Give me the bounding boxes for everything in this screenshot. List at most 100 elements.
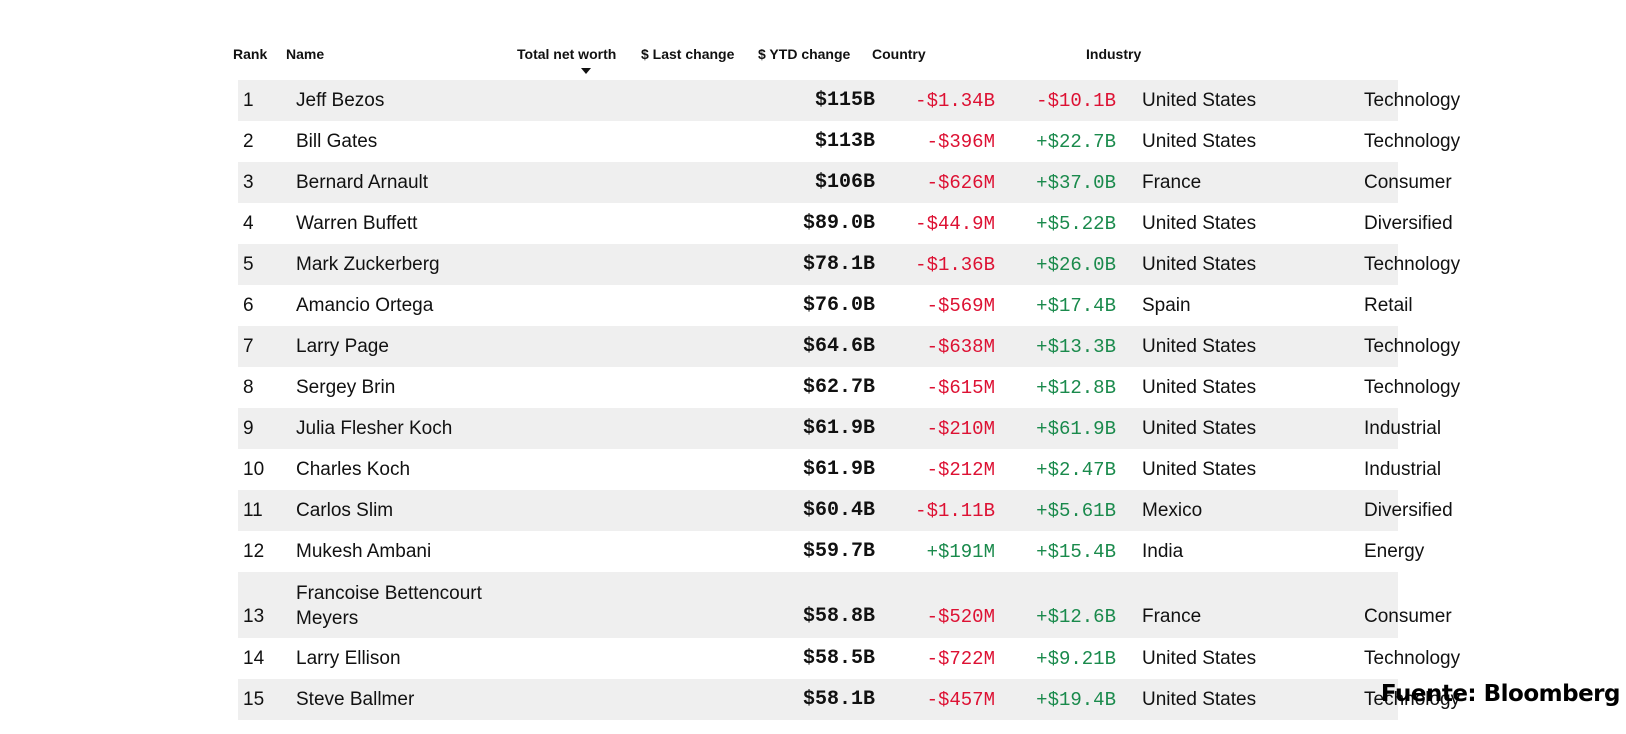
rank-cell: 12 xyxy=(243,540,265,562)
net-worth-cell: $78.1B xyxy=(802,253,875,276)
name-cell: Carlos Slim xyxy=(296,499,394,521)
country-cell: United States xyxy=(1142,458,1257,480)
rank-cell: 4 xyxy=(243,212,254,234)
table-row[interactable]: 5 Mark Zuckerberg $78.1B -$1.36B +$26.0B Unit… xyxy=(238,244,1460,285)
last-change-cell: -$1.34B xyxy=(915,89,995,112)
name-cell: Mark Zuckerberg xyxy=(296,253,440,275)
industry-cell: Industrial xyxy=(1364,417,1442,439)
country-cell: France xyxy=(1142,171,1202,193)
industry-cell: Consumer xyxy=(1364,171,1452,193)
net-worth-cell: $115B xyxy=(814,89,875,112)
country-cell: United States xyxy=(1142,89,1257,111)
rank-cell: 6 xyxy=(243,294,254,316)
rank-cell: 3 xyxy=(243,171,254,193)
ytd-change-cell: +$19.4B xyxy=(1036,688,1116,711)
country-cell: United States xyxy=(1142,647,1257,669)
country-cell: United States xyxy=(1142,253,1257,275)
industry-cell: Technology xyxy=(1364,376,1461,398)
last-change-cell: -$626M xyxy=(926,171,995,194)
industry-cell: Industrial xyxy=(1364,458,1442,480)
country-cell: United States xyxy=(1142,376,1257,398)
name-cell: Charles Koch xyxy=(296,458,411,480)
ytd-change-cell: +$12.8B xyxy=(1036,376,1116,399)
net-worth-cell: $58.8B xyxy=(802,605,875,628)
industry-cell: Consumer xyxy=(1364,606,1452,627)
net-worth-cell: $76.0B xyxy=(802,294,875,317)
name-cell: Larry Page xyxy=(296,335,389,357)
ytd-change-cell: +$26.0B xyxy=(1036,253,1116,276)
table-row[interactable]: 15 Steve Ballmer $58.1B -$457M +$19.4B United… xyxy=(238,679,1460,720)
rank-cell: 2 xyxy=(243,130,254,152)
header-industry[interactable]: Industry xyxy=(1086,46,1142,62)
last-change-cell: -$638M xyxy=(926,335,995,358)
name-cell: Mukesh Ambani xyxy=(296,540,432,562)
net-worth-cell: $60.4B xyxy=(802,499,875,522)
last-change-cell: -$615M xyxy=(926,376,995,399)
table-row[interactable]: 4 Warren Buffett $89.0B -$44.9M +$5.22B Unite… xyxy=(238,203,1453,244)
sort-descending-icon xyxy=(581,68,591,74)
net-worth-cell: $61.9B xyxy=(802,417,875,440)
ytd-change-cell: +$61.9B xyxy=(1036,417,1116,440)
table-row[interactable]: 10 Charles Koch $61.9B -$212M +$2.47B United … xyxy=(238,449,1441,490)
last-change-cell: -$722M xyxy=(926,647,995,670)
table-row[interactable]: 13 Francoise Bettencourt Meyers $58.8B -$52… xyxy=(238,572,1452,638)
header-net-worth[interactable]: Total net worth xyxy=(517,46,617,62)
table-row[interactable]: 8 Sergey Brin $62.7B -$615M +$12.8B United St… xyxy=(238,367,1460,408)
header-name[interactable]: Name xyxy=(286,46,325,62)
country-cell: United States xyxy=(1142,335,1257,357)
header-country[interactable]: Country xyxy=(872,46,926,62)
table-body: 1 Jeff Bezos $115B -$1.34B -$10.1B United Sta… xyxy=(238,80,1460,720)
ytd-change-cell: +$9.21B xyxy=(1036,647,1116,670)
source-credit: Fuente: Bloomberg xyxy=(1380,681,1621,707)
table-row[interactable]: 1 Jeff Bezos $115B -$1.34B -$10.1B United Sta… xyxy=(238,80,1460,121)
table-row[interactable]: 14 Larry Ellison $58.5B -$722M +$9.21B United… xyxy=(238,638,1460,679)
country-cell: United States xyxy=(1142,130,1257,152)
rank-cell: 1 xyxy=(243,89,254,111)
last-change-cell: +$191M xyxy=(926,540,995,563)
table-row[interactable]: 12 Mukesh Ambani $59.7B +$191M +$15.4B India E… xyxy=(238,531,1424,572)
country-cell: United States xyxy=(1142,212,1257,234)
name-cell: Amancio Ortega xyxy=(296,294,434,316)
table-row[interactable]: 2 Bill Gates $113B -$396M +$22.7B United Stat… xyxy=(238,121,1460,162)
ytd-change-cell: +$37.0B xyxy=(1036,171,1116,194)
table-row[interactable]: 9 Julia Flesher Koch $61.9B -$210M +$61.9B Un… xyxy=(238,408,1441,449)
country-cell: United States xyxy=(1142,417,1257,439)
last-change-cell: -$569M xyxy=(926,294,995,317)
header-rank[interactable]: Rank xyxy=(233,46,268,62)
industry-cell: Technology xyxy=(1364,647,1461,669)
rank-cell: 11 xyxy=(243,499,263,521)
name-cell: Steve Ballmer xyxy=(296,688,415,710)
net-worth-cell: $89.0B xyxy=(802,212,875,235)
name-cell: Jeff Bezos xyxy=(296,89,385,111)
rank-cell: 5 xyxy=(243,253,254,275)
last-change-cell: -$396M xyxy=(926,130,995,153)
last-change-cell: -$520M xyxy=(926,606,995,628)
ytd-change-cell: +$12.6B xyxy=(1036,606,1116,628)
net-worth-cell: $113B xyxy=(814,130,875,153)
last-change-cell: -$210M xyxy=(926,417,995,440)
table-row[interactable]: 11 Carlos Slim $60.4B -$1.11B +$5.61B Mexico D… xyxy=(238,490,1453,531)
name-cell: Bill Gates xyxy=(296,130,378,152)
net-worth-cell: $59.7B xyxy=(802,540,875,563)
rank-cell: 7 xyxy=(243,335,254,357)
industry-cell: Technology xyxy=(1364,130,1461,152)
rank-cell: 14 xyxy=(243,647,265,669)
last-change-cell: -$1.11B xyxy=(915,499,995,522)
industry-cell: Technology xyxy=(1364,89,1461,111)
country-cell: Spain xyxy=(1142,294,1191,316)
industry-cell: Diversified xyxy=(1364,499,1453,521)
name-cell: Warren Buffett xyxy=(296,212,418,234)
rank-cell: 10 xyxy=(243,458,265,480)
table-row[interactable]: 7 Larry Page $64.6B -$638M +$13.3B United Sta… xyxy=(238,326,1460,367)
table-row[interactable]: 6 Amancio Ortega $76.0B -$569M +$17.4B Spain R… xyxy=(238,285,1413,326)
country-cell: India xyxy=(1142,540,1184,562)
table-row[interactable]: 3 Bernard Arnault $106B -$626M +$37.0B France… xyxy=(238,162,1452,203)
industry-cell: Technology xyxy=(1364,335,1461,357)
ytd-change-cell: +$22.7B xyxy=(1036,130,1116,153)
header-last-change[interactable]: $ Last change xyxy=(641,46,735,62)
net-worth-cell: $58.5B xyxy=(802,647,875,670)
name-cell: Larry Ellison xyxy=(296,647,401,669)
ytd-change-cell: +$17.4B xyxy=(1036,294,1116,317)
header-ytd-change[interactable]: $ YTD change xyxy=(758,46,851,62)
ytd-change-cell: -$10.1B xyxy=(1036,89,1116,112)
